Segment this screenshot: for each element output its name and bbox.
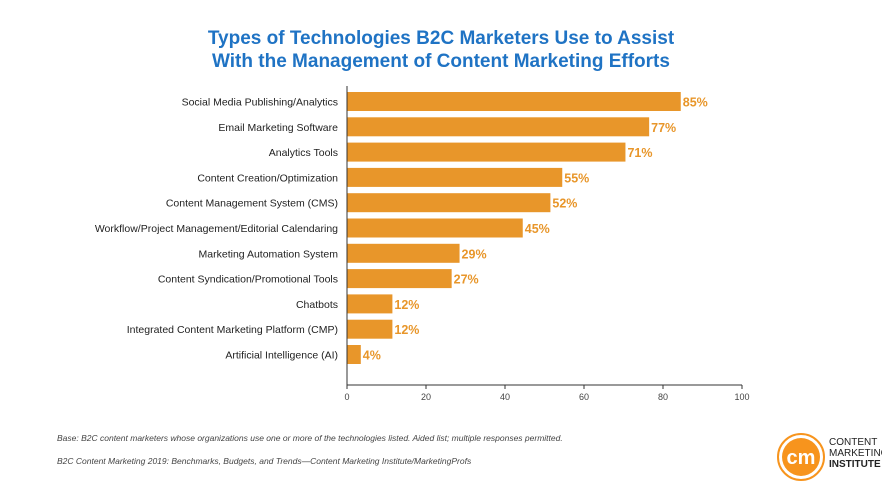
logo-line: MARKETING <box>829 448 882 459</box>
data-label: 55% <box>564 171 589 185</box>
x-tick-label: 80 <box>658 392 668 402</box>
title-line-1: Types of Technologies B2C Marketers Use … <box>207 28 675 49</box>
x-tick-label: 0 <box>344 392 349 402</box>
bar <box>347 117 650 137</box>
source-footnote: B2C Content Marketing 2019: Benchmarks, … <box>57 456 472 466</box>
category-label: Email Marketing Software <box>218 122 338 134</box>
bar <box>347 193 551 213</box>
data-label: 12% <box>394 323 419 337</box>
title-line-2: With the Management of Content Marketing… <box>212 51 670 72</box>
category-label: Content Syndication/Promotional Tools <box>158 274 338 286</box>
data-label: 71% <box>627 146 652 160</box>
cmi-logo: cm <box>777 433 825 481</box>
category-label: Chatbots <box>296 299 338 311</box>
data-label: 85% <box>683 96 708 110</box>
logo-text: CONTENT MARKETING INSTITUTE <box>829 437 882 470</box>
category-label: Artificial Intelligence (AI) <box>225 350 338 362</box>
bar <box>347 319 393 339</box>
base-footnote: Base: B2C content marketers whose organi… <box>57 433 563 443</box>
category-label: Workflow/Project Management/Editorial Ca… <box>95 223 338 235</box>
logo-line: CONTENT <box>829 437 878 448</box>
x-tick-label: 100 <box>734 392 749 402</box>
category-label: Integrated Content Marketing Platform (C… <box>127 324 338 336</box>
data-label: 4% <box>363 349 381 363</box>
category-label: Marketing Automation System <box>199 248 339 260</box>
data-label: 12% <box>394 298 419 312</box>
data-label: 77% <box>651 121 676 135</box>
bar <box>347 345 361 364</box>
chart-title: Types of Technologies B2C Marketers Use … <box>0 27 882 73</box>
x-tick-label: 20 <box>421 392 431 402</box>
bar <box>347 294 393 314</box>
category-label: Content Management System (CMS) <box>166 198 338 210</box>
category-label: Social Media Publishing/Analytics <box>182 97 338 109</box>
bar <box>347 92 681 111</box>
logo-line: INSTITUTE <box>829 459 881 470</box>
x-tick-label: 40 <box>500 392 510 402</box>
svg-text:cm: cm <box>787 447 816 469</box>
bar <box>347 218 523 238</box>
bar <box>347 243 460 263</box>
bar <box>347 167 563 187</box>
data-label: 45% <box>525 222 550 236</box>
x-tick-label: 60 <box>579 392 589 402</box>
data-label: 27% <box>454 273 479 287</box>
data-label: 29% <box>462 247 487 261</box>
data-label: 52% <box>552 197 577 211</box>
bar-chart: Social Media Publishing/Analytics 85% Emai… <box>95 86 750 402</box>
category-label: Content Creation/Optimization <box>197 172 338 184</box>
bar <box>347 269 452 289</box>
bar <box>347 142 626 162</box>
category-label: Analytics Tools <box>269 147 338 159</box>
